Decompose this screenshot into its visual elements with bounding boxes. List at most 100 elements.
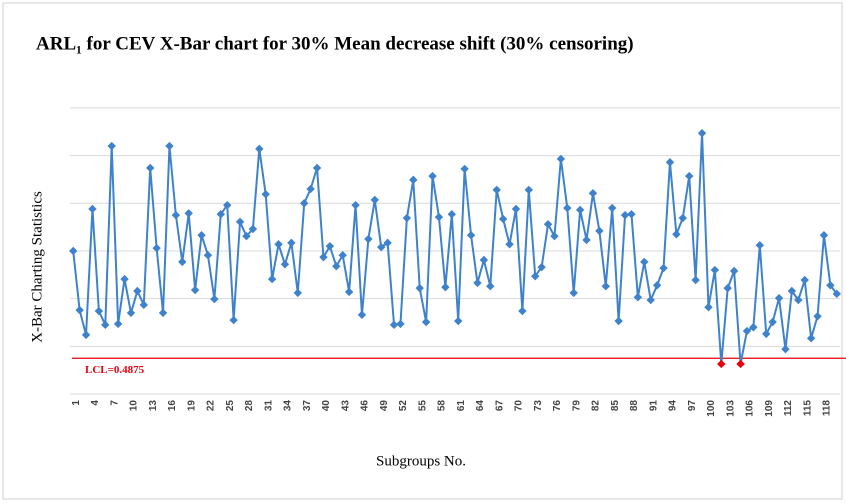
point-marker xyxy=(152,243,161,253)
point-marker xyxy=(595,226,604,236)
point-marker xyxy=(524,185,533,195)
x-tick-label: 112 xyxy=(783,400,794,417)
point-marker xyxy=(678,213,687,223)
point-marker xyxy=(389,320,399,330)
x-tick-label: 109 xyxy=(764,400,775,417)
point-marker xyxy=(749,323,758,332)
point-marker xyxy=(556,154,566,164)
point-marker xyxy=(377,242,386,252)
point-marker xyxy=(633,292,643,302)
point-marker xyxy=(608,203,617,213)
x-tick-label: 94 xyxy=(668,400,679,412)
point-marker xyxy=(165,141,174,151)
point-marker xyxy=(588,189,598,198)
point-marker xyxy=(370,195,379,205)
x-tick-label: 79 xyxy=(571,400,582,412)
x-tick-label: 28 xyxy=(244,400,255,412)
point-marker xyxy=(736,359,745,369)
point-marker xyxy=(94,306,104,316)
point-marker xyxy=(267,274,277,284)
point-marker xyxy=(762,329,771,339)
point-marker xyxy=(171,210,181,220)
point-marker xyxy=(601,282,610,291)
x-tick-label: 49 xyxy=(379,400,390,412)
point-marker xyxy=(813,312,822,321)
x-tick-label: 55 xyxy=(417,400,428,412)
x-tick-label: 76 xyxy=(552,400,563,412)
point-marker xyxy=(178,257,187,267)
x-tick-label: 61 xyxy=(456,400,467,412)
point-marker xyxy=(800,275,809,285)
point-marker xyxy=(826,281,835,290)
point-marker xyxy=(344,287,354,297)
point-marker xyxy=(120,274,129,284)
point-marker xyxy=(319,252,328,262)
point-marker xyxy=(575,205,585,215)
point-marker xyxy=(383,238,392,248)
point-marker xyxy=(293,288,302,298)
x-tick-label: 1 xyxy=(71,400,82,406)
y-axis-label: X-Bar Charting Statistics xyxy=(29,191,45,343)
point-marker xyxy=(190,285,200,295)
x-tick-label: 16 xyxy=(167,400,178,412)
x-tick-label: 82 xyxy=(591,400,602,412)
point-marker xyxy=(466,231,476,240)
point-marker xyxy=(306,184,315,194)
x-tick-label: 97 xyxy=(687,400,698,412)
point-marker xyxy=(242,231,251,241)
point-marker xyxy=(569,288,578,298)
x-tick-label: 40 xyxy=(321,400,332,412)
series-line xyxy=(72,133,838,365)
x-tick-label: 103 xyxy=(725,400,736,417)
point-marker xyxy=(133,286,142,296)
x-tick-label: 85 xyxy=(610,400,621,412)
point-marker xyxy=(203,251,213,260)
chart-title: ARL₁ for CEV X-Bar chart for 30% Mean de… xyxy=(36,33,634,54)
x-tick-label: 73 xyxy=(533,400,544,412)
point-marker xyxy=(146,163,155,173)
point-marker xyxy=(357,310,367,320)
point-marker xyxy=(806,334,816,343)
point-marker xyxy=(652,281,662,290)
point-marker xyxy=(434,212,444,222)
point-marker xyxy=(473,278,482,288)
x-axis-label: Subgroups No. xyxy=(376,453,466,469)
point-marker xyxy=(229,315,238,325)
point-marker xyxy=(210,294,219,304)
point-marker xyxy=(255,144,264,154)
point-marker xyxy=(223,200,232,210)
point-marker xyxy=(704,303,713,312)
point-marker xyxy=(479,255,489,265)
point-marker xyxy=(75,305,84,315)
point-marker xyxy=(774,293,784,303)
point-marker xyxy=(428,171,437,181)
point-marker xyxy=(300,199,309,208)
x-tick-label: 46 xyxy=(360,400,371,412)
x-tick-label: 88 xyxy=(629,400,640,412)
point-marker xyxy=(216,210,225,219)
x-tick-label: 43 xyxy=(340,400,351,412)
point-marker xyxy=(197,231,206,240)
point-marker xyxy=(454,316,463,326)
x-tick-label: 13 xyxy=(148,400,159,412)
x-tick-label: 34 xyxy=(283,400,294,412)
point-marker xyxy=(409,175,418,185)
point-marker xyxy=(794,295,803,305)
point-marker xyxy=(338,251,347,260)
point-marker xyxy=(107,141,116,151)
point-marker xyxy=(543,220,553,229)
point-marker xyxy=(665,158,675,167)
point-marker xyxy=(88,204,97,214)
point-marker xyxy=(460,164,469,174)
point-marker xyxy=(832,289,841,299)
point-marker xyxy=(492,185,501,195)
point-marker xyxy=(486,282,495,291)
point-marker xyxy=(505,240,514,249)
lcl-label: LCL=0.4875 xyxy=(85,364,145,376)
point-marker xyxy=(742,326,752,336)
point-marker xyxy=(691,275,700,285)
point-marker xyxy=(351,200,360,210)
point-marker xyxy=(620,210,630,220)
point-marker xyxy=(332,261,341,271)
x-tick-label: 52 xyxy=(398,400,409,412)
